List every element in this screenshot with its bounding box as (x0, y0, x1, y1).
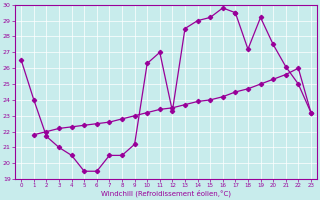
X-axis label: Windchill (Refroidissement éolien,°C): Windchill (Refroidissement éolien,°C) (101, 190, 231, 197)
